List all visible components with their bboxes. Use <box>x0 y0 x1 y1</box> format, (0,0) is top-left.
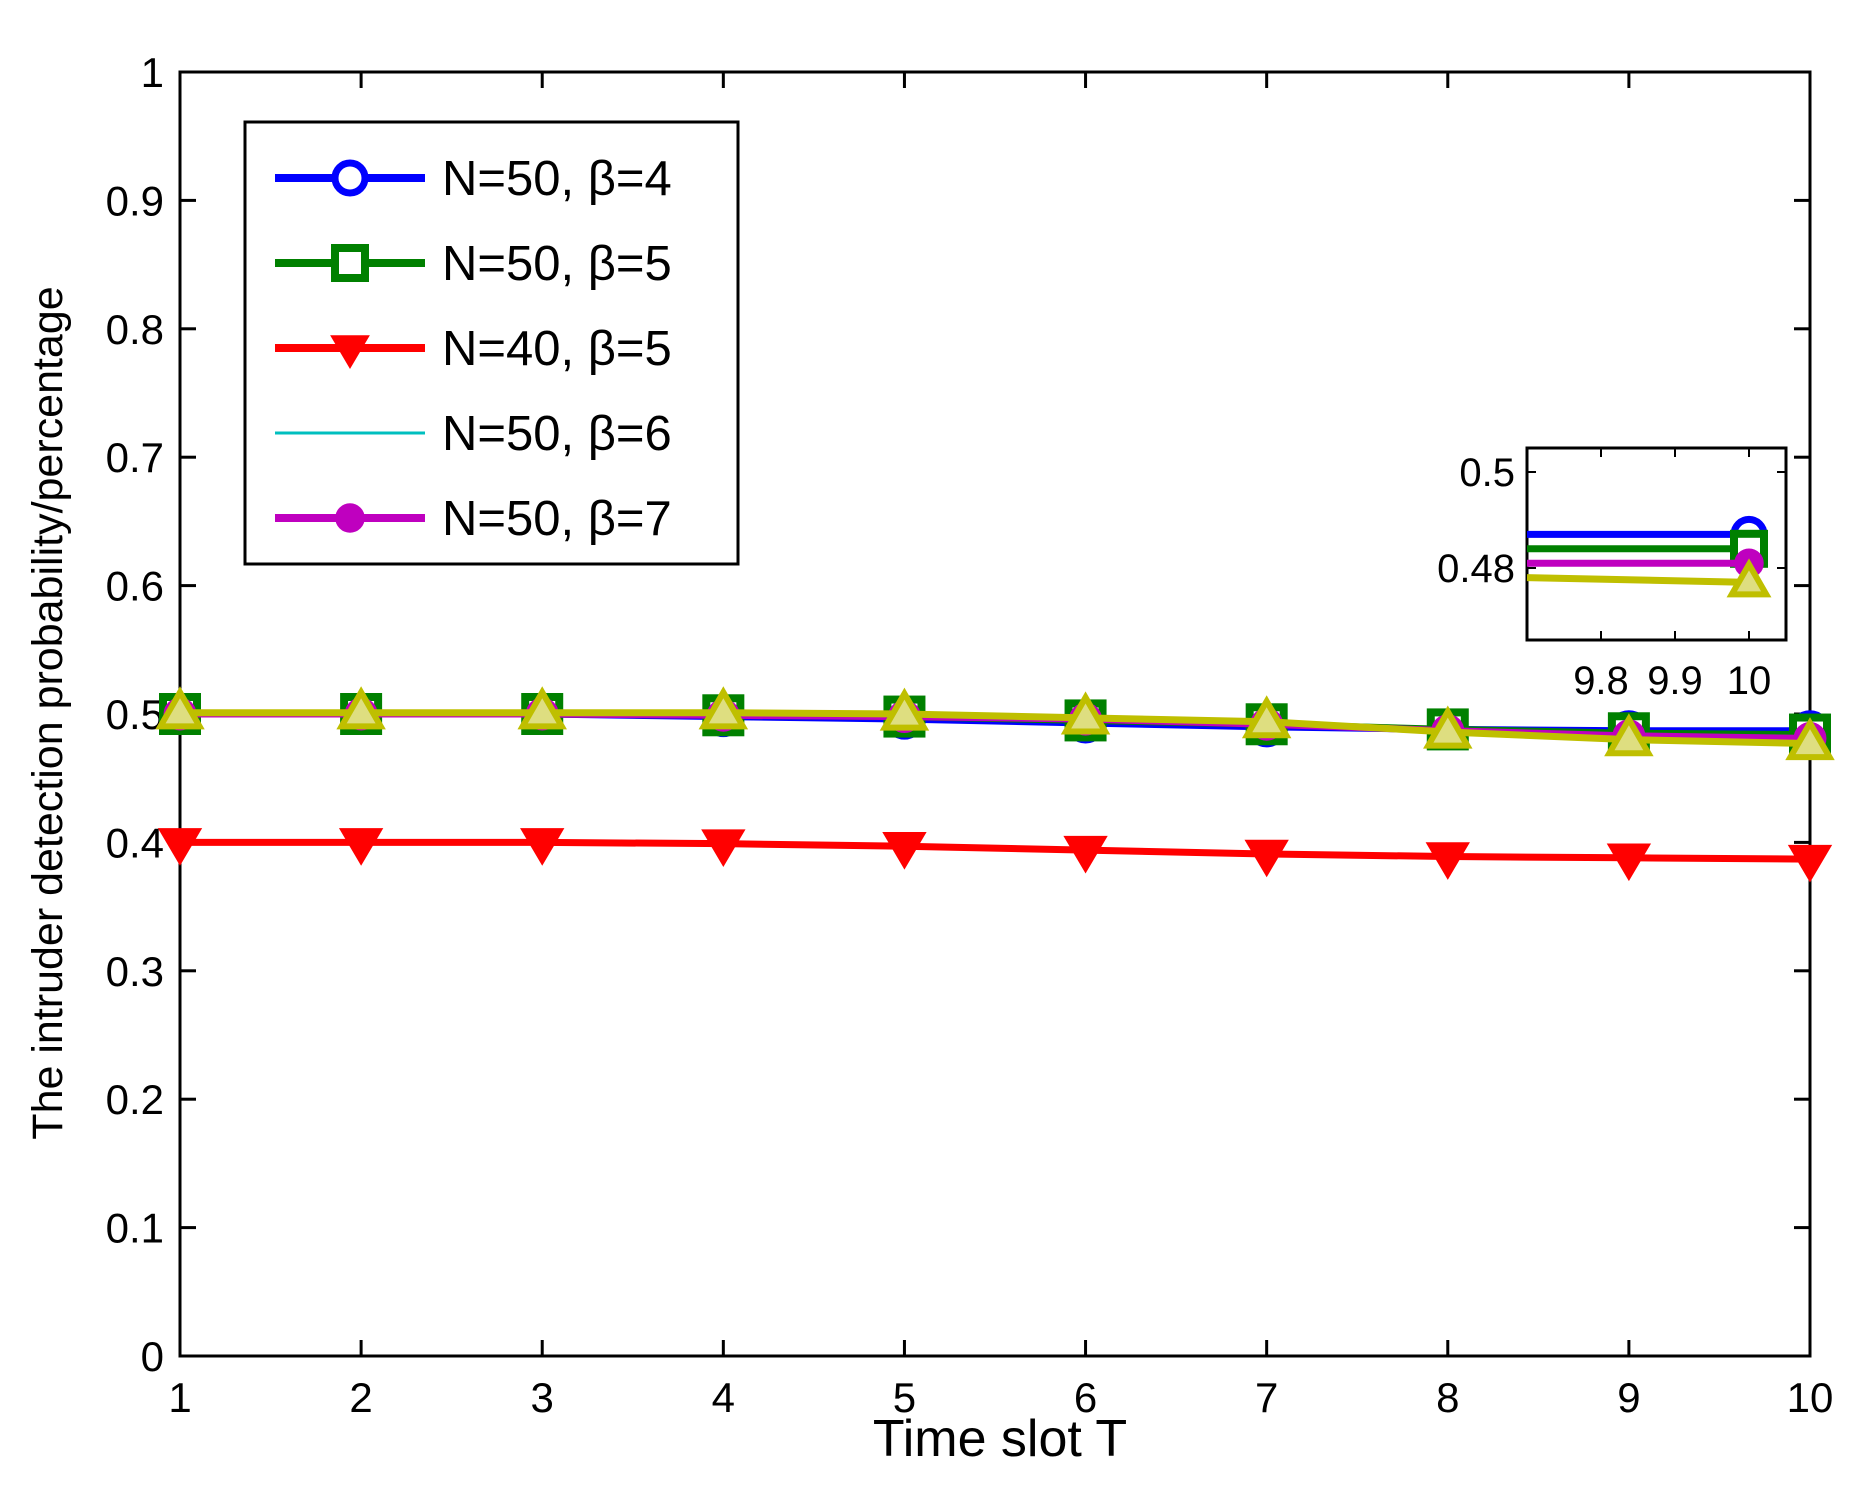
data-point-s5-8 <box>1604 713 1654 757</box>
y-tick-label: 0.9 <box>106 177 164 224</box>
inset-zoom-plot: 9.8 9.9 10 0.48 0.5 <box>1437 446 1788 703</box>
legend-label-4: N=50, β=7 <box>442 492 672 546</box>
series-line-2 <box>180 838 1811 863</box>
x-tick-label: 5 <box>893 1374 916 1421</box>
legend-label-0: N=50, β=4 <box>442 152 672 206</box>
series-line-5 <box>180 709 1811 748</box>
data-point-s5-9 <box>1785 717 1835 761</box>
legend-label-1: N=50, β=5 <box>442 237 672 291</box>
x-tick-label: 2 <box>349 1374 372 1421</box>
data-point-s2-1 <box>338 828 384 866</box>
data-point-s5-1 <box>336 686 386 730</box>
data-point-s5-7 <box>1423 705 1473 749</box>
inset-series-line-3 <box>1526 574 1750 586</box>
data-point-s5-6 <box>1241 695 1292 739</box>
data-point-s2-6 <box>1244 839 1289 878</box>
data-point-s2-9 <box>1787 844 1833 883</box>
inset-x-tick-label: 9.8 <box>1573 659 1629 703</box>
inset-x-tick-label: 9.9 <box>1647 659 1703 703</box>
legend-label-3: N=50, β=6 <box>442 407 672 461</box>
data-point-s5-2 <box>517 686 567 730</box>
y-tick-label: 0.8 <box>106 306 164 353</box>
data-point-s5-4 <box>879 687 930 731</box>
data-point-s2-4 <box>882 832 927 870</box>
x-tick-label: 4 <box>712 1374 735 1421</box>
data-point-s2-2 <box>520 828 565 866</box>
x-axis-label: Time slot T <box>873 1410 1127 1468</box>
x-tick-label: 1 <box>168 1374 191 1421</box>
x-tick-label: 8 <box>1436 1374 1459 1421</box>
inset-y-tick-label: 0.48 <box>1437 547 1515 591</box>
legend: N=50, β=4 N=50, β=5 N=40, β=5 N=50, β=6 N=50… <box>243 120 740 566</box>
data-point-s5-0 <box>155 686 205 730</box>
y-tick-label: 0.5 <box>106 691 164 738</box>
y-tick-label: 0.2 <box>106 1076 164 1123</box>
data-point-s2-8 <box>1606 843 1652 882</box>
y-tick-label: 0.4 <box>106 819 164 866</box>
x-tick-label: 6 <box>1074 1374 1097 1421</box>
y-tick-label: 0.7 <box>106 434 164 481</box>
x-tick-label: 3 <box>531 1374 554 1421</box>
data-point-s5-5 <box>1060 691 1111 735</box>
data-point-s2-3 <box>701 829 746 868</box>
legend-box <box>243 120 740 566</box>
x-tick-label: 9 <box>1617 1374 1640 1421</box>
data-point-s2-7 <box>1425 842 1470 880</box>
x-tick-label: 10 <box>1787 1374 1834 1421</box>
data-point-s5-3 <box>698 686 749 730</box>
legend-label-2: N=40, β=5 <box>442 322 672 376</box>
legend-marker-2 <box>330 335 370 369</box>
y-tick-label: 0 <box>141 1333 164 1380</box>
x-tick-label: 7 <box>1255 1374 1278 1421</box>
data-point-s2-5 <box>1063 835 1108 874</box>
y-tick-label: 0.3 <box>106 948 164 995</box>
y-axis-label: The intruder detection probability/perce… <box>24 286 72 1139</box>
y-tick-label: 0.6 <box>106 563 164 610</box>
inset-x-tick-label: 10 <box>1727 659 1772 703</box>
legend-marker-4 <box>335 503 365 533</box>
inset-y-tick-label: 0.5 <box>1459 451 1515 495</box>
y-tick-label: 0.1 <box>106 1205 164 1252</box>
y-tick-label: 1 <box>141 49 164 96</box>
inset-data-point-3 <box>1726 558 1772 598</box>
legend-marker-0 <box>331 159 369 197</box>
legend-marker-1 <box>331 244 369 282</box>
data-point-s2-0 <box>157 828 203 866</box>
